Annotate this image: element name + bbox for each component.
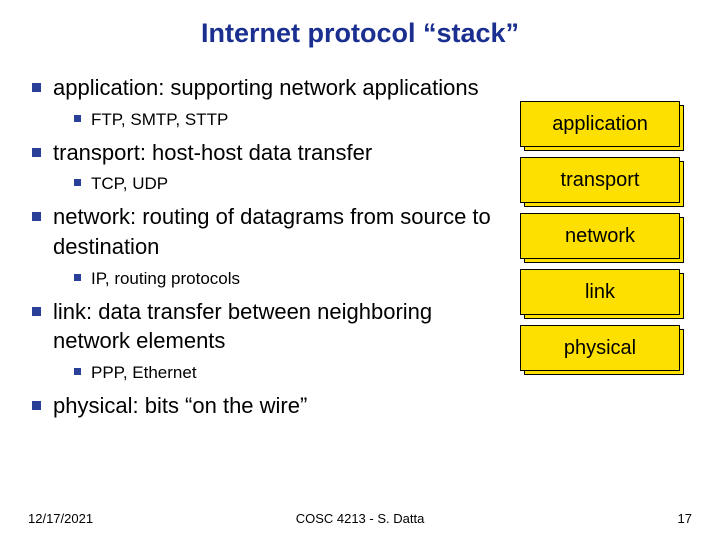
footer-page-number: 17 bbox=[678, 511, 692, 526]
footer-course: COSC 4213 - S. Datta bbox=[296, 511, 425, 526]
square-bullet-icon bbox=[74, 115, 81, 122]
box-front: physical bbox=[520, 325, 680, 371]
bullet-label: transport: bbox=[53, 140, 146, 165]
bullet-application: application: supporting network applicat… bbox=[32, 73, 510, 103]
slide-footer: 12/17/2021 COSC 4213 - S. Datta 17 bbox=[28, 511, 692, 526]
bullet-desc: host-host data transfer bbox=[146, 140, 372, 165]
subbullet-network-0: IP, routing protocols bbox=[74, 268, 510, 291]
bullet-physical: physical: bits “on the wire” bbox=[32, 391, 510, 421]
box-front: transport bbox=[520, 157, 680, 203]
stack-layer-network: network bbox=[520, 213, 692, 263]
bullet-desc: bits “on the wire” bbox=[139, 393, 308, 418]
square-bullet-icon bbox=[32, 212, 41, 221]
bullet-desc: supporting network applications bbox=[164, 75, 478, 100]
bullet-text: link: data transfer between neighboring … bbox=[53, 297, 510, 356]
footer-date: 12/17/2021 bbox=[28, 511, 93, 526]
bullet-text: application: supporting network applicat… bbox=[53, 73, 479, 103]
bullet-label: network: bbox=[53, 204, 136, 229]
slide-title: Internet protocol “stack” bbox=[28, 18, 692, 49]
subbullet-link-0: PPP, Ethernet bbox=[74, 362, 510, 385]
subbullet-application-0: FTP, SMTP, STTP bbox=[74, 109, 510, 132]
bullet-link: link: data transfer between neighboring … bbox=[32, 297, 510, 356]
bullet-transport: transport: host-host data transfer bbox=[32, 138, 510, 168]
bullet-text: network: routing of datagrams from sourc… bbox=[53, 202, 510, 261]
stack-layer-transport: transport bbox=[520, 157, 692, 207]
slide: Internet protocol “stack” application: s… bbox=[0, 0, 720, 540]
square-bullet-icon bbox=[74, 179, 81, 186]
stack-diagram: application transport network link physi… bbox=[520, 73, 692, 427]
square-bullet-icon bbox=[74, 274, 81, 281]
square-bullet-icon bbox=[74, 368, 81, 375]
stack-layer-link: link bbox=[520, 269, 692, 319]
stack-layer-application: application bbox=[520, 101, 692, 151]
stack-layer-physical: physical bbox=[520, 325, 692, 375]
box-front: network bbox=[520, 213, 680, 259]
content-area: application: supporting network applicat… bbox=[28, 73, 692, 427]
square-bullet-icon bbox=[32, 83, 41, 92]
box-front: link bbox=[520, 269, 680, 315]
bullet-list: application: supporting network applicat… bbox=[28, 73, 510, 427]
bullet-desc: data transfer between neighboring networ… bbox=[53, 299, 432, 354]
subbullet-transport-0: TCP, UDP bbox=[74, 173, 510, 196]
square-bullet-icon bbox=[32, 401, 41, 410]
bullet-network: network: routing of datagrams from sourc… bbox=[32, 202, 510, 261]
bullet-label: physical: bbox=[53, 393, 139, 418]
bullet-text: physical: bits “on the wire” bbox=[53, 391, 307, 421]
box-front: application bbox=[520, 101, 680, 147]
subbullet-text: IP, routing protocols bbox=[91, 268, 240, 291]
square-bullet-icon bbox=[32, 148, 41, 157]
subbullet-text: PPP, Ethernet bbox=[91, 362, 197, 385]
bullet-label: application: bbox=[53, 75, 164, 100]
subbullet-text: FTP, SMTP, STTP bbox=[91, 109, 228, 132]
bullet-label: link: bbox=[53, 299, 92, 324]
square-bullet-icon bbox=[32, 307, 41, 316]
subbullet-text: TCP, UDP bbox=[91, 173, 168, 196]
bullet-text: transport: host-host data transfer bbox=[53, 138, 372, 168]
